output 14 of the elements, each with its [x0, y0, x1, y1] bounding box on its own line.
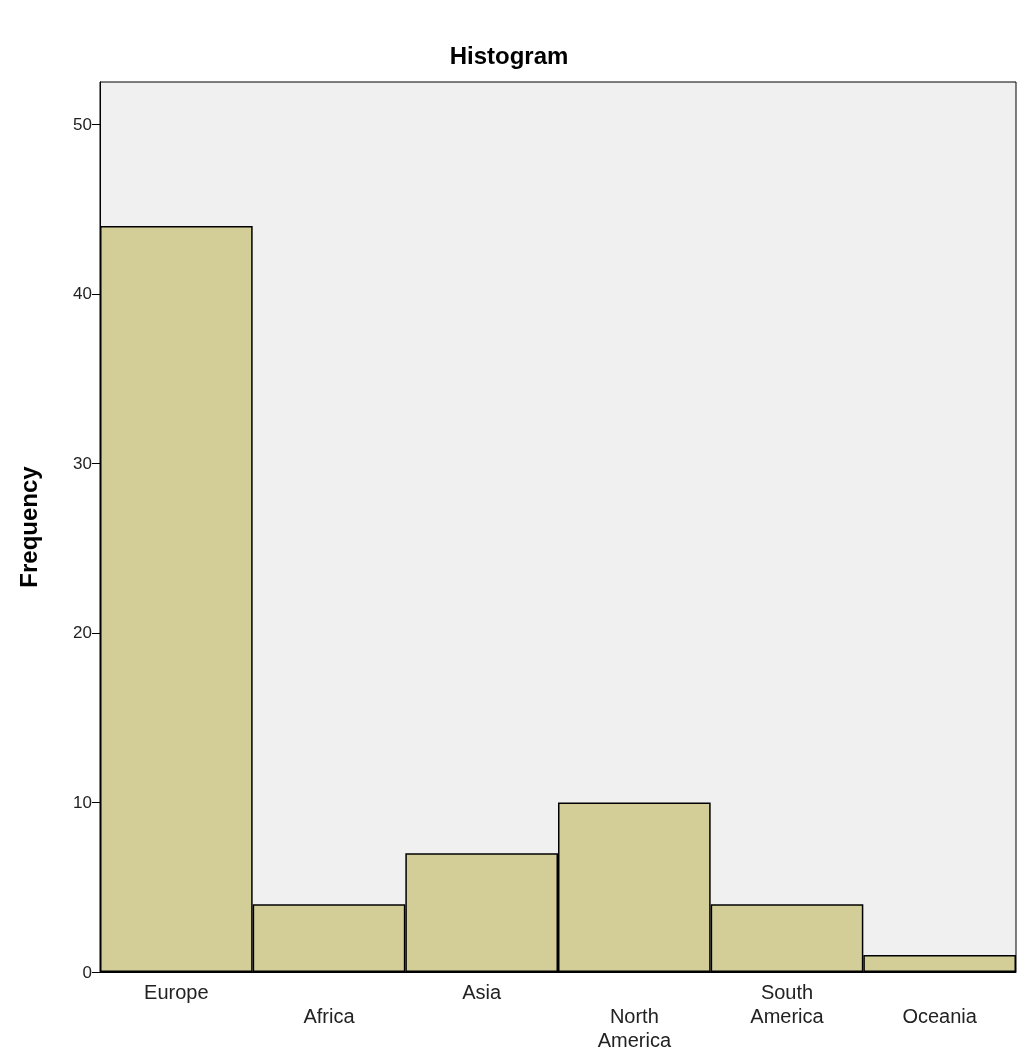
x-tick-label: North America — [597, 1005, 672, 1051]
y-tick-label: 40 — [73, 284, 92, 304]
y-tick-label: 30 — [73, 453, 92, 473]
x-tick-label: Oceania — [902, 1005, 978, 1027]
y-tick-label: 50 — [73, 114, 92, 134]
y-tick-label: 20 — [73, 623, 92, 643]
chart-title: Histogram — [449, 41, 569, 69]
y-tick-label: 10 — [73, 792, 92, 812]
y-tick-label: 0 — [82, 962, 92, 982]
x-tick-label: Europe — [144, 981, 209, 1003]
x-tick-label: Africa — [303, 1005, 356, 1027]
y-axis-title: Frequency — [14, 465, 42, 588]
x-tick-label: Asia — [462, 981, 502, 1003]
x-tick-label: South America — [750, 981, 825, 1027]
